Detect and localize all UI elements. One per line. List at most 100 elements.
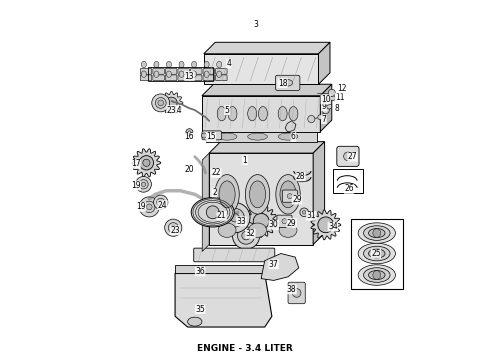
Circle shape: [327, 104, 332, 109]
Ellipse shape: [217, 107, 226, 121]
Text: 29: 29: [292, 195, 302, 204]
Text: 16: 16: [185, 132, 194, 141]
Circle shape: [139, 197, 159, 217]
Polygon shape: [261, 253, 299, 280]
Circle shape: [159, 201, 163, 204]
FancyBboxPatch shape: [282, 190, 297, 202]
Ellipse shape: [154, 71, 159, 77]
Polygon shape: [318, 42, 330, 84]
Ellipse shape: [278, 107, 287, 121]
Circle shape: [302, 211, 306, 214]
FancyBboxPatch shape: [191, 75, 202, 81]
Text: 22: 22: [212, 168, 221, 177]
Text: 5: 5: [224, 105, 229, 114]
Ellipse shape: [373, 249, 381, 258]
Ellipse shape: [217, 133, 237, 140]
Text: 31: 31: [307, 211, 316, 220]
Circle shape: [220, 203, 250, 233]
Ellipse shape: [192, 71, 196, 77]
Ellipse shape: [204, 71, 209, 77]
Circle shape: [238, 227, 255, 244]
Polygon shape: [245, 205, 277, 237]
Circle shape: [287, 194, 293, 199]
Text: 26: 26: [344, 184, 354, 193]
Text: 24: 24: [158, 201, 167, 210]
Text: 35: 35: [196, 305, 205, 314]
Polygon shape: [202, 84, 332, 96]
FancyBboxPatch shape: [202, 96, 320, 132]
FancyBboxPatch shape: [216, 68, 227, 74]
Circle shape: [155, 98, 166, 108]
Circle shape: [153, 195, 168, 210]
Circle shape: [139, 180, 148, 189]
Circle shape: [188, 131, 191, 134]
Bar: [148, 67, 213, 81]
Ellipse shape: [141, 61, 147, 68]
FancyBboxPatch shape: [166, 75, 177, 81]
Circle shape: [343, 152, 352, 161]
Ellipse shape: [219, 181, 235, 208]
FancyBboxPatch shape: [140, 68, 152, 74]
Polygon shape: [285, 121, 296, 132]
Polygon shape: [160, 91, 183, 114]
Circle shape: [152, 94, 170, 112]
Circle shape: [330, 96, 335, 101]
FancyBboxPatch shape: [153, 75, 164, 81]
Text: 23: 23: [167, 105, 176, 114]
Ellipse shape: [215, 175, 239, 214]
Ellipse shape: [218, 223, 236, 237]
FancyBboxPatch shape: [203, 68, 215, 74]
Text: 19: 19: [136, 202, 146, 211]
Circle shape: [225, 208, 245, 227]
Circle shape: [144, 201, 155, 213]
Circle shape: [147, 204, 152, 210]
FancyBboxPatch shape: [337, 146, 359, 166]
FancyBboxPatch shape: [178, 68, 190, 74]
Text: 14: 14: [172, 105, 182, 114]
Circle shape: [136, 176, 151, 192]
Ellipse shape: [245, 175, 270, 214]
Circle shape: [201, 133, 207, 138]
Ellipse shape: [217, 61, 221, 68]
Circle shape: [293, 289, 301, 297]
Ellipse shape: [258, 107, 268, 121]
FancyBboxPatch shape: [209, 153, 313, 244]
Polygon shape: [311, 210, 341, 240]
Ellipse shape: [364, 268, 390, 282]
Text: 6: 6: [291, 132, 296, 141]
Text: 1: 1: [243, 156, 247, 165]
Circle shape: [186, 129, 193, 136]
Circle shape: [242, 231, 250, 240]
Ellipse shape: [247, 107, 257, 121]
Text: 27: 27: [348, 152, 357, 161]
Text: 28: 28: [296, 172, 305, 181]
Ellipse shape: [179, 61, 184, 68]
Text: 9: 9: [321, 102, 326, 111]
Text: 25: 25: [371, 249, 381, 258]
Ellipse shape: [279, 223, 297, 237]
Text: 15: 15: [206, 132, 216, 141]
FancyBboxPatch shape: [166, 68, 177, 74]
Polygon shape: [132, 149, 161, 177]
FancyBboxPatch shape: [153, 68, 164, 74]
Text: 34: 34: [328, 222, 338, 231]
Ellipse shape: [247, 133, 268, 140]
Bar: [351, 220, 403, 289]
Ellipse shape: [358, 223, 395, 243]
Text: 12: 12: [337, 84, 346, 93]
Ellipse shape: [368, 229, 385, 238]
Circle shape: [318, 115, 323, 120]
Text: 8: 8: [334, 104, 339, 113]
Bar: [333, 169, 364, 193]
Text: 13: 13: [185, 72, 194, 81]
FancyBboxPatch shape: [194, 248, 275, 262]
FancyBboxPatch shape: [277, 215, 292, 227]
Circle shape: [282, 219, 287, 224]
Text: 21: 21: [217, 211, 226, 220]
Polygon shape: [320, 84, 332, 132]
Circle shape: [168, 223, 178, 233]
Ellipse shape: [368, 249, 385, 258]
Text: 11: 11: [335, 93, 345, 102]
Ellipse shape: [373, 271, 381, 279]
Circle shape: [143, 159, 150, 166]
